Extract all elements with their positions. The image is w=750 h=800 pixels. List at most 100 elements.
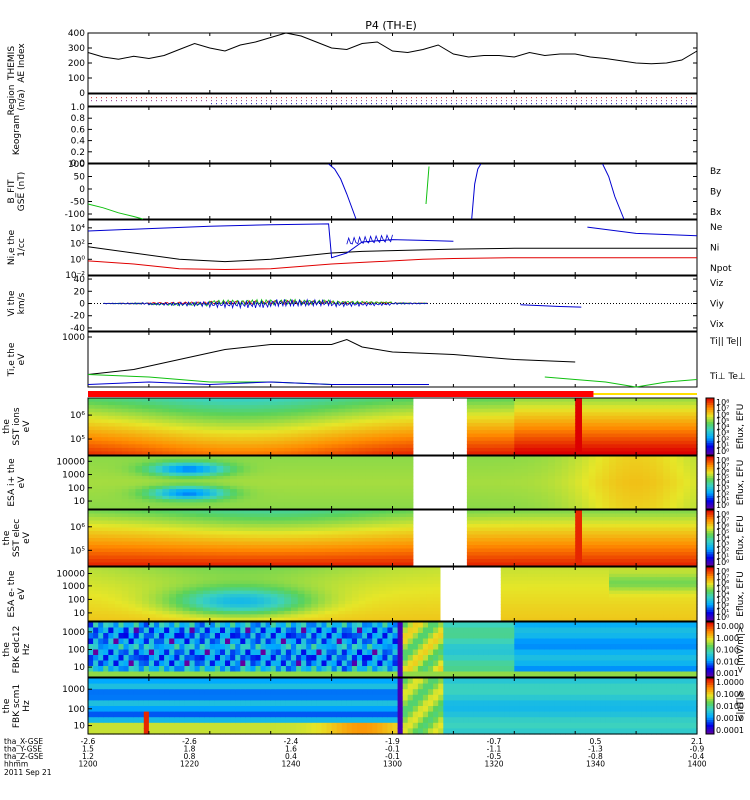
sst-ions-cell <box>263 430 272 435</box>
esa-ions-cell <box>94 472 103 477</box>
esa-ions-cell <box>622 459 630 464</box>
sst-ions-cell <box>196 415 204 420</box>
sst-elec-cell <box>527 520 536 525</box>
sst-elec-cell <box>128 541 136 546</box>
sst-ions-cell <box>480 430 488 435</box>
esa-ions-cell <box>595 505 603 510</box>
sst-elec-cell <box>595 513 603 518</box>
sst-ions-cell <box>270 419 279 424</box>
sst-ions-cell <box>135 419 143 424</box>
sst-elec-cell <box>629 552 637 557</box>
esa-ions-cell <box>162 489 170 493</box>
sst-ions-cell <box>216 451 224 456</box>
esa-ions-cell <box>385 456 394 460</box>
sst-elec-cell <box>351 513 360 518</box>
bfield-tick-label: -100 <box>65 210 86 220</box>
sst-ions-cell <box>101 412 109 417</box>
sst-elec-cell <box>297 534 306 539</box>
sst-elec-cell <box>115 552 123 557</box>
esa-elec-cell <box>135 600 143 605</box>
sst-ions-cell <box>399 401 407 406</box>
sst-elec-colorbar-cell <box>706 563 714 567</box>
sst-ions-cell <box>115 415 123 420</box>
esa-ions-cell <box>203 495 211 500</box>
sst-elec-cell <box>101 513 109 518</box>
sst-ions-cell <box>642 405 651 410</box>
esa-ions-cell <box>345 505 353 510</box>
sst-ions-cell <box>284 401 292 406</box>
region-dot <box>131 97 132 99</box>
sst-ions-cell <box>304 412 312 417</box>
sst-elec-cell <box>115 545 123 550</box>
esa-ions-cell <box>304 479 312 484</box>
esa-ions-cell <box>176 465 184 470</box>
sst-elec-cell <box>162 552 170 557</box>
esa-elec-cell <box>169 597 177 602</box>
sst-ions-cell <box>507 419 515 424</box>
sst-ions-cell <box>142 401 150 406</box>
esa-ions-cell <box>649 482 657 487</box>
region-dot <box>271 97 272 99</box>
sst-ions-cell <box>236 433 245 438</box>
sst-ions-cell <box>683 405 691 410</box>
esa-ions-cell <box>169 459 177 464</box>
esa-ions-cell <box>121 465 130 470</box>
region-dot <box>356 103 357 105</box>
sst-elec-cell <box>365 562 373 567</box>
esa-ions-cell <box>473 505 482 510</box>
sst-elec-cell <box>291 552 299 557</box>
sst-ions-cell <box>88 415 96 420</box>
sst-ions-cell <box>203 433 211 438</box>
sst-elec-cell <box>250 555 258 560</box>
sst-ions-colorbar-cell <box>706 400 714 404</box>
velocity-tick-label: 20 <box>74 287 86 297</box>
sst-ions-cell <box>311 412 319 417</box>
esa-elec-cell <box>88 577 96 582</box>
region-dot <box>326 100 327 102</box>
sst-ions-cell <box>602 444 610 449</box>
sst-elec-cell <box>514 545 522 550</box>
sst-elec-cell <box>230 545 238 550</box>
sst-elec-cell <box>270 559 279 564</box>
sst-ions-cell <box>466 422 475 428</box>
sst-ions-cell <box>521 419 529 424</box>
sst-elec-colorbar-cell <box>706 517 714 520</box>
esa-ions-cell <box>379 462 387 467</box>
sst-elec-cell <box>676 524 685 529</box>
sst-elec-cell <box>311 541 319 546</box>
sst-elec-cell <box>162 534 170 539</box>
esa-ions-ylabel: ESA i+ the eV <box>7 458 27 507</box>
sst-elec-cell <box>521 559 529 564</box>
sst-ions-cell <box>683 401 691 406</box>
sst-elec-cell <box>663 552 671 557</box>
sst-ions-cell <box>176 430 184 435</box>
esa-ions-cell <box>690 479 698 484</box>
sst-elec-cell <box>230 534 238 539</box>
sst-ions-cell <box>629 430 637 435</box>
esa-ions-cell <box>236 469 245 474</box>
esa-ions-cell <box>101 505 109 510</box>
esa-elec-cell <box>121 590 130 595</box>
esa-ions-cell <box>176 495 184 500</box>
sst-ions-cell <box>169 426 177 431</box>
sst-ions-cell <box>561 415 570 420</box>
sst-elec-cell <box>365 527 373 532</box>
esa-ions-cell <box>345 472 353 477</box>
esa-ions-cell <box>223 505 231 510</box>
sst-elec-cell <box>142 520 150 525</box>
sst-ions-cell <box>466 447 475 453</box>
sst-ions-cell <box>507 440 515 445</box>
region-dot <box>351 103 352 105</box>
sst-elec-cell <box>142 531 150 536</box>
region-dot <box>151 97 152 99</box>
sst-elec-cell <box>636 534 644 539</box>
sst-elec-cell <box>500 545 509 550</box>
esa-ions-cell <box>385 475 394 480</box>
sst-elec-cell <box>642 534 651 539</box>
esa-ions-cell <box>521 479 529 484</box>
esa-ions-cell <box>568 462 576 467</box>
sst-elec-cell <box>609 545 617 550</box>
esa-ions-cell <box>345 465 353 470</box>
esa-ions-tick-label: 1000 <box>62 471 85 481</box>
esa-ions-cell <box>690 462 698 467</box>
